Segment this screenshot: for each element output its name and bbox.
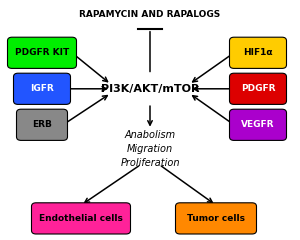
- Text: RAPAMYCIN AND RAPALOGS: RAPAMYCIN AND RAPALOGS: [80, 10, 220, 19]
- FancyBboxPatch shape: [16, 109, 68, 140]
- FancyBboxPatch shape: [230, 73, 286, 104]
- Text: Tumor cells: Tumor cells: [187, 214, 245, 223]
- Text: PI3K/AKT/mTOR: PI3K/AKT/mTOR: [101, 84, 199, 94]
- Text: VEGFR: VEGFR: [241, 120, 275, 129]
- Text: HIF1α: HIF1α: [243, 48, 273, 57]
- Text: PDGFR KIT: PDGFR KIT: [15, 48, 69, 57]
- Text: IGFR: IGFR: [30, 84, 54, 93]
- FancyBboxPatch shape: [14, 73, 70, 104]
- Text: PDGFR: PDGFR: [241, 84, 275, 93]
- Text: ERB: ERB: [32, 120, 52, 129]
- Text: Anabolism
Migration
Proliferation: Anabolism Migration Proliferation: [120, 130, 180, 168]
- Text: Endothelial cells: Endothelial cells: [39, 214, 123, 223]
- FancyBboxPatch shape: [176, 203, 256, 234]
- FancyBboxPatch shape: [32, 203, 130, 234]
- FancyBboxPatch shape: [230, 109, 286, 140]
- FancyBboxPatch shape: [8, 37, 76, 68]
- FancyBboxPatch shape: [230, 37, 286, 68]
